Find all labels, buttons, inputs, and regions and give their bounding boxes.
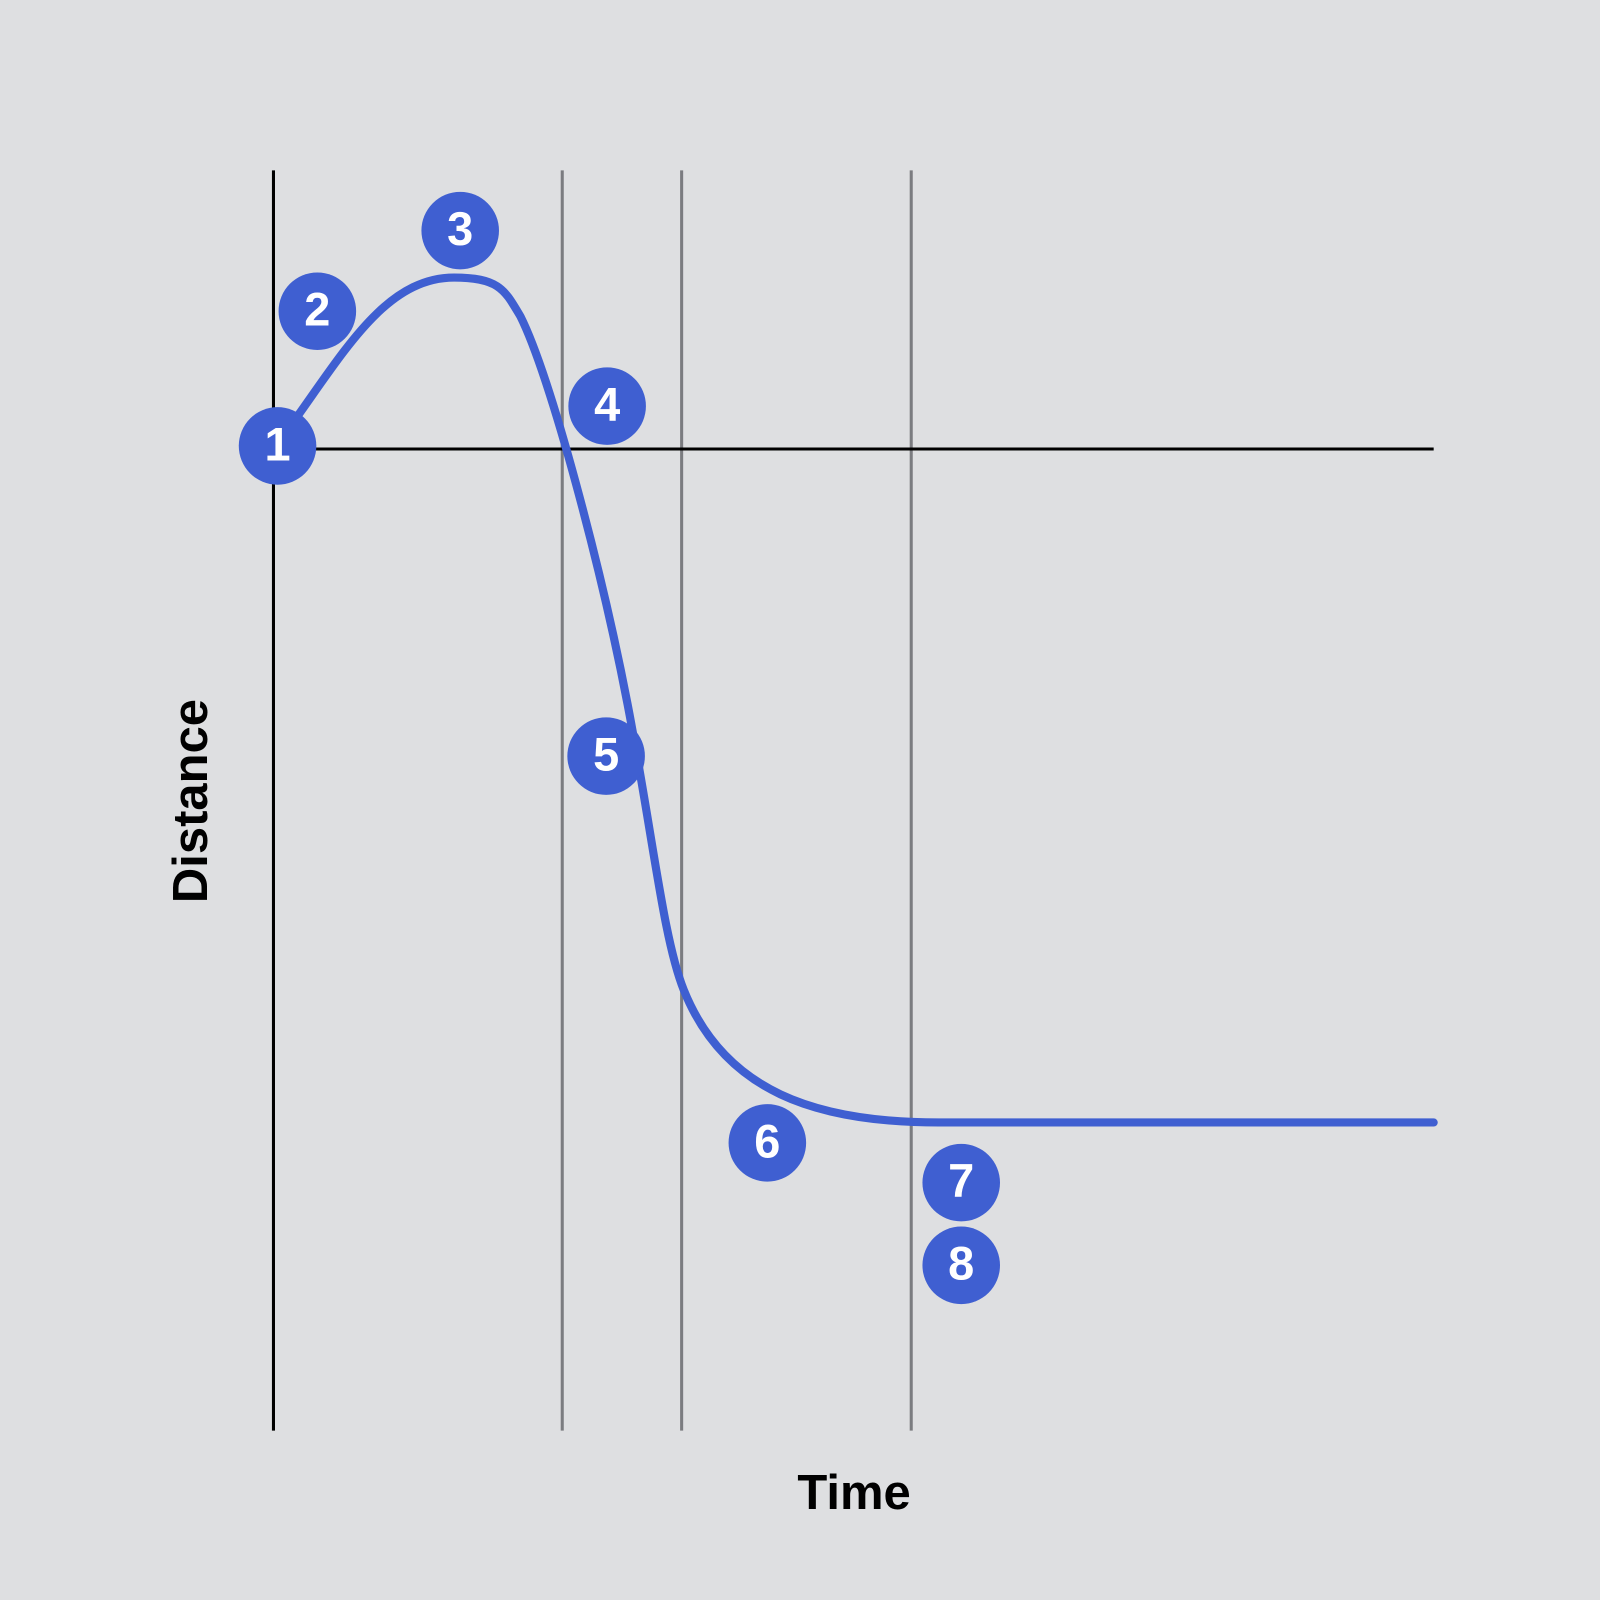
x-axis-label: Time: [797, 1466, 910, 1520]
marker: 6: [728, 1104, 807, 1182]
marker-label: 4: [594, 379, 620, 431]
marker-label: 6: [754, 1115, 780, 1167]
marker-circle: [421, 191, 499, 270]
markers: 1 2 3 4 5 6 7 8: [238, 191, 1000, 1305]
marker-label: 5: [593, 729, 619, 781]
marker-circle: [728, 1104, 807, 1182]
marker: 4: [568, 367, 646, 445]
marker-circle: [567, 717, 645, 795]
marker: 5: [567, 717, 645, 795]
marker-label: 7: [948, 1155, 974, 1207]
marker: 1: [238, 407, 317, 485]
marker: 7: [922, 1143, 1000, 1222]
marker: 2: [278, 272, 357, 350]
y-axis-label: Distance: [164, 699, 218, 903]
marker: 8: [922, 1226, 1000, 1305]
marker-circle: [922, 1226, 1000, 1305]
marker-label: 1: [264, 418, 290, 470]
marker-circle: [238, 407, 317, 485]
marker-circle: [568, 367, 646, 445]
marker-circle: [278, 272, 357, 350]
marker-label: 2: [304, 284, 330, 336]
marker-label: 3: [447, 203, 473, 255]
marker: 3: [421, 191, 499, 270]
marker-label: 8: [948, 1238, 974, 1290]
curve: [291, 273, 1438, 1127]
marker-circle: [922, 1143, 1000, 1222]
